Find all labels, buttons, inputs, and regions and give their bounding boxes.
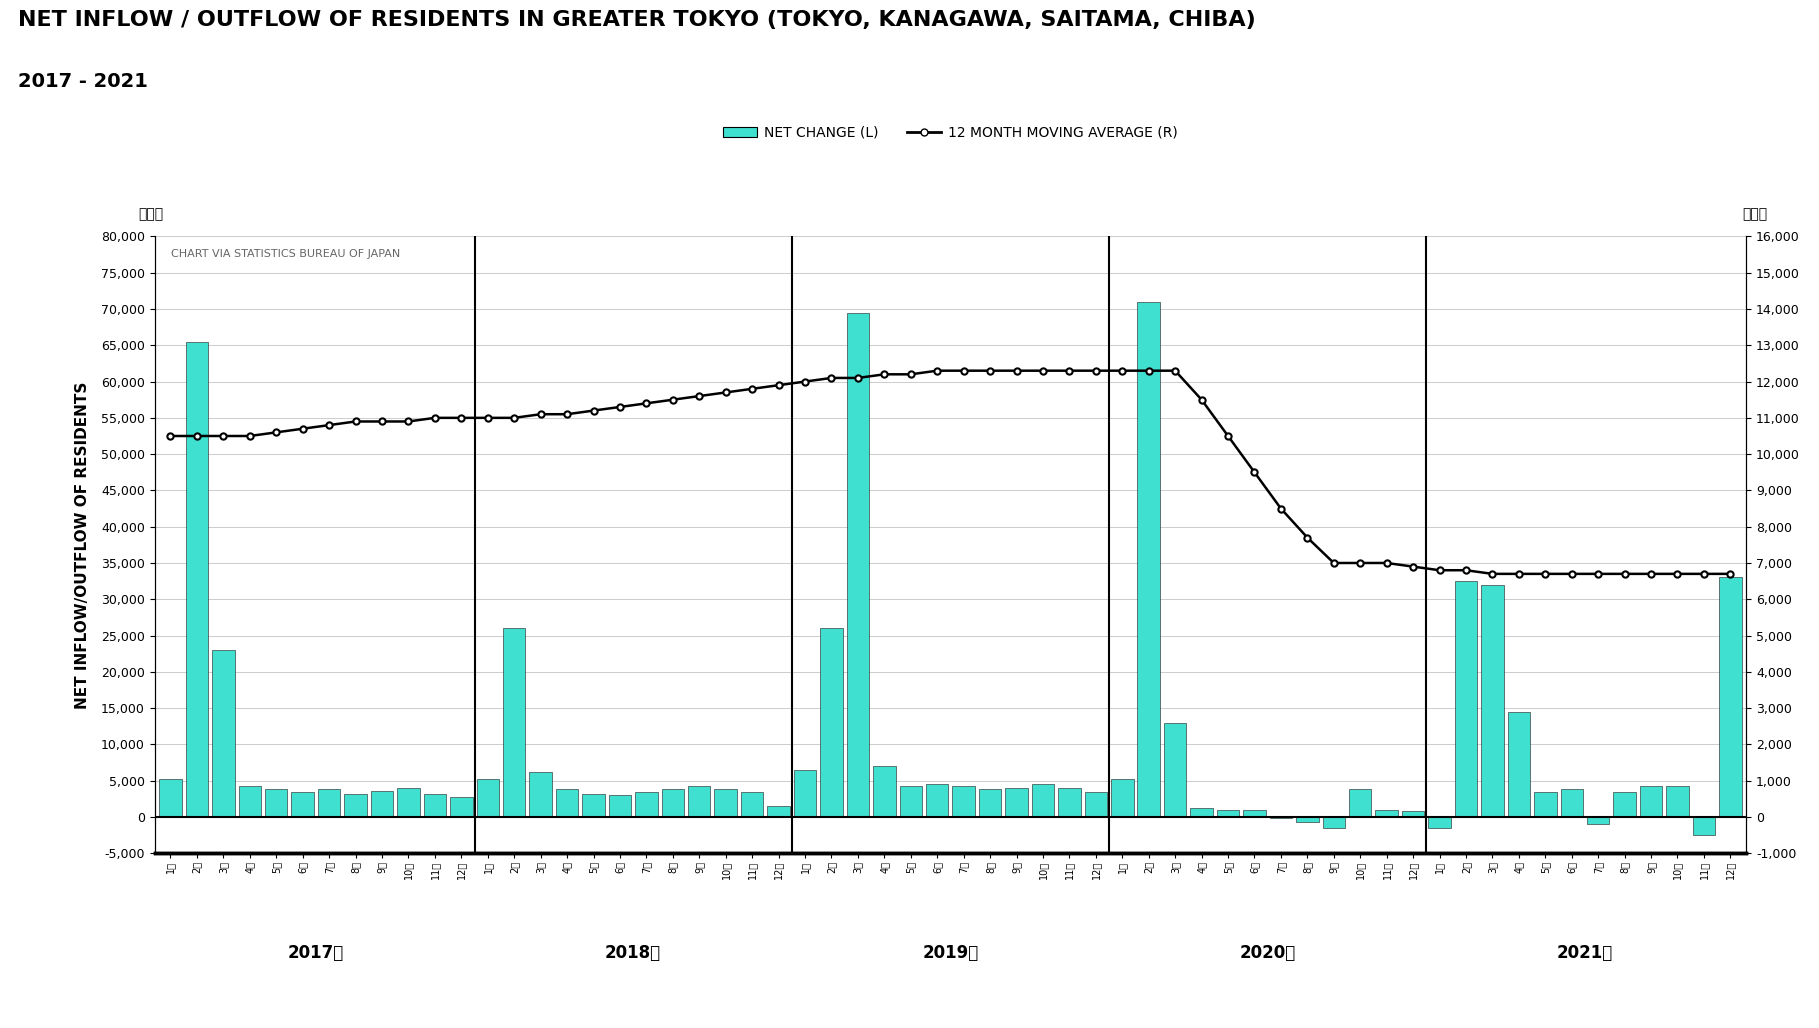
Bar bbox=[502, 628, 526, 817]
Bar bbox=[635, 792, 658, 817]
Bar bbox=[1586, 817, 1610, 824]
Bar bbox=[397, 787, 420, 817]
Bar bbox=[1031, 784, 1055, 817]
Text: 2020年: 2020年 bbox=[1239, 944, 1295, 961]
Bar bbox=[1481, 585, 1504, 817]
Bar bbox=[160, 779, 182, 817]
Text: （人）: （人） bbox=[138, 207, 164, 221]
Bar bbox=[662, 790, 684, 817]
Bar bbox=[449, 797, 473, 817]
Bar bbox=[1322, 817, 1344, 828]
Bar bbox=[238, 786, 262, 817]
Bar bbox=[186, 341, 207, 817]
Text: NET INFLOW / OUTFLOW OF RESIDENTS IN GREATER TOKYO (TOKYO, KANAGAWA, SAITAMA, CH: NET INFLOW / OUTFLOW OF RESIDENTS IN GRE… bbox=[18, 10, 1255, 30]
Bar bbox=[1006, 787, 1028, 817]
Bar bbox=[1190, 808, 1213, 817]
Bar bbox=[1111, 779, 1133, 817]
Bar bbox=[979, 790, 1000, 817]
Bar bbox=[1137, 302, 1161, 817]
Bar bbox=[900, 786, 922, 817]
Text: 2017 - 2021: 2017 - 2021 bbox=[18, 72, 147, 90]
Bar bbox=[477, 779, 498, 817]
Bar bbox=[1297, 817, 1319, 822]
Bar bbox=[1375, 810, 1399, 817]
Bar bbox=[1059, 787, 1080, 817]
Text: 2018年: 2018年 bbox=[606, 944, 662, 961]
Bar bbox=[1242, 810, 1266, 817]
Text: CHART VIA STATISTICS BUREAU OF JAPAN: CHART VIA STATISTICS BUREAU OF JAPAN bbox=[171, 249, 400, 259]
Legend: NET CHANGE (L), 12 MONTH MOVING AVERAGE (R): NET CHANGE (L), 12 MONTH MOVING AVERAGE … bbox=[717, 120, 1184, 145]
Bar bbox=[1533, 792, 1557, 817]
Bar bbox=[926, 784, 948, 817]
Text: 2017年: 2017年 bbox=[287, 944, 344, 961]
Bar bbox=[1270, 817, 1291, 818]
Bar bbox=[1666, 786, 1688, 817]
Bar bbox=[1084, 792, 1108, 817]
Bar bbox=[291, 792, 315, 817]
Bar bbox=[793, 770, 817, 817]
Bar bbox=[1350, 790, 1372, 817]
Bar bbox=[371, 791, 393, 817]
Bar bbox=[846, 313, 869, 817]
Bar bbox=[688, 786, 711, 817]
Bar bbox=[953, 786, 975, 817]
Bar bbox=[213, 650, 235, 817]
Bar bbox=[820, 628, 842, 817]
Bar bbox=[873, 766, 895, 817]
Bar bbox=[1428, 817, 1452, 828]
Bar bbox=[1561, 790, 1583, 817]
Bar bbox=[318, 790, 340, 817]
Text: 2019年: 2019年 bbox=[922, 944, 979, 961]
Bar bbox=[1508, 711, 1530, 817]
Bar bbox=[1455, 581, 1477, 817]
Bar bbox=[1639, 786, 1663, 817]
Bar bbox=[768, 806, 789, 817]
Bar bbox=[266, 790, 287, 817]
Bar bbox=[1217, 810, 1239, 817]
Bar bbox=[715, 790, 737, 817]
Bar bbox=[582, 794, 604, 817]
Bar bbox=[609, 796, 631, 817]
Bar bbox=[740, 792, 764, 817]
Text: （人）: （人） bbox=[1743, 207, 1768, 221]
Text: 2021年: 2021年 bbox=[1557, 944, 1613, 961]
Bar bbox=[1693, 817, 1715, 835]
Y-axis label: NET INFLOW/OUTFLOW OF RESIDENTS: NET INFLOW/OUTFLOW OF RESIDENTS bbox=[75, 381, 89, 708]
Bar bbox=[1719, 578, 1741, 817]
Bar bbox=[1164, 723, 1186, 817]
Bar bbox=[1402, 811, 1424, 817]
Bar bbox=[557, 790, 578, 817]
Bar bbox=[344, 794, 367, 817]
Bar bbox=[1613, 792, 1635, 817]
Bar bbox=[424, 795, 446, 817]
Bar bbox=[529, 772, 551, 817]
